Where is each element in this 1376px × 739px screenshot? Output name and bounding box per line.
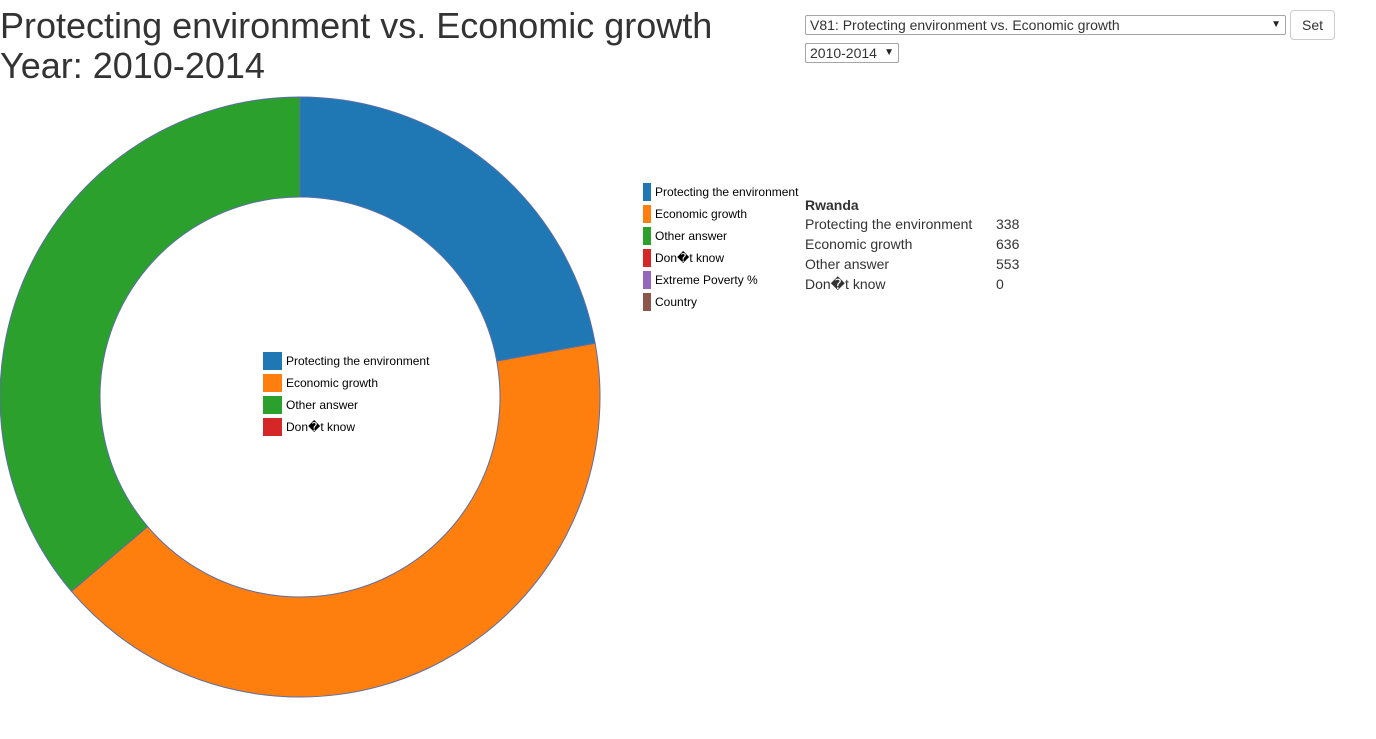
donut-slice[interactable] — [70, 342, 601, 698]
info-label: Economic growth — [805, 236, 913, 252]
side-legend-item: Other answer — [643, 225, 798, 247]
legend-swatch — [643, 249, 651, 267]
year-select[interactable]: 2010-2014 ▼ — [805, 43, 899, 63]
info-value: 636 — [996, 236, 1020, 252]
info-label: Protecting the environment — [805, 216, 973, 232]
info-label: Other answer — [805, 256, 890, 272]
info-value: 0 — [996, 276, 1004, 292]
legend-label: Extreme Poverty % — [655, 273, 758, 287]
year-select-value: 2010-2014 — [810, 45, 877, 61]
side-legend-item: Economic growth — [643, 203, 798, 225]
legend-swatch — [643, 227, 651, 245]
side-legend-item: Extreme Poverty % — [643, 269, 798, 291]
legend-label: Economic growth — [655, 207, 748, 221]
donut-slice[interactable] — [299, 96, 596, 362]
info-row: Don�t know 0 — [805, 276, 1036, 296]
center-legend-label: Economic growth — [286, 376, 378, 390]
legend-label: Other answer — [655, 229, 728, 243]
legend-label: Country — [655, 295, 698, 309]
info-row: Protecting the environment 338 — [805, 216, 1036, 236]
legend-swatch — [643, 205, 651, 223]
info-row: Economic growth 636 — [805, 236, 1036, 256]
donut-chart: Protecting the environment Economic growt… — [0, 96, 601, 698]
info-panel: Rwanda Protecting the environment 338 Econ… — [805, 196, 1036, 296]
center-legend-label: Don�t know — [286, 420, 355, 434]
country-name: Rwanda — [805, 197, 859, 213]
dropdown-arrow-icon: ▼ — [884, 47, 894, 58]
dropdown-arrow-icon: ▼ — [1271, 19, 1281, 30]
question-select-value: V81: Protecting environment vs. Economic… — [810, 17, 1120, 33]
set-button[interactable]: Set — [1290, 10, 1335, 40]
info-value: 338 — [996, 216, 1020, 232]
legend-swatch — [643, 271, 651, 289]
side-legend-item: Country — [643, 291, 798, 313]
center-legend-label: Protecting the environment — [286, 354, 430, 368]
question-select[interactable]: V81: Protecting environment vs. Economic… — [805, 15, 1286, 35]
info-rows: Protecting the environment 338 Economic gr… — [805, 216, 1036, 296]
donut-slices — [0, 96, 601, 698]
year-title: Year: 2010-2014 — [0, 45, 265, 86]
center-legend-swatch — [263, 418, 282, 436]
info-label: Don�t know — [805, 276, 886, 292]
side-legend-item: Protecting the environment — [643, 181, 798, 203]
center-legend-swatch — [263, 396, 282, 414]
center-legend-swatch — [263, 374, 282, 392]
legend-swatch — [643, 183, 651, 201]
info-row: Other answer 553 — [805, 256, 1036, 276]
center-legend-label: Other answer — [286, 398, 358, 412]
center-legend: Protecting the environment Economic growt… — [263, 352, 430, 436]
info-value: 553 — [996, 256, 1020, 272]
chart-title: Protecting environment vs. Economic grow… — [0, 5, 713, 46]
donut-slice[interactable] — [0, 96, 301, 593]
page-title: Protecting environment vs. Economic grow… — [0, 6, 712, 86]
legend-label: Don�t know — [655, 251, 724, 265]
legend-swatch — [643, 293, 651, 311]
side-legend-item: Don�t know — [643, 247, 798, 269]
side-legend: Protecting the environment Economic growt… — [643, 181, 798, 313]
center-legend-swatch — [263, 352, 282, 370]
legend-label: Protecting the environment — [655, 185, 799, 199]
